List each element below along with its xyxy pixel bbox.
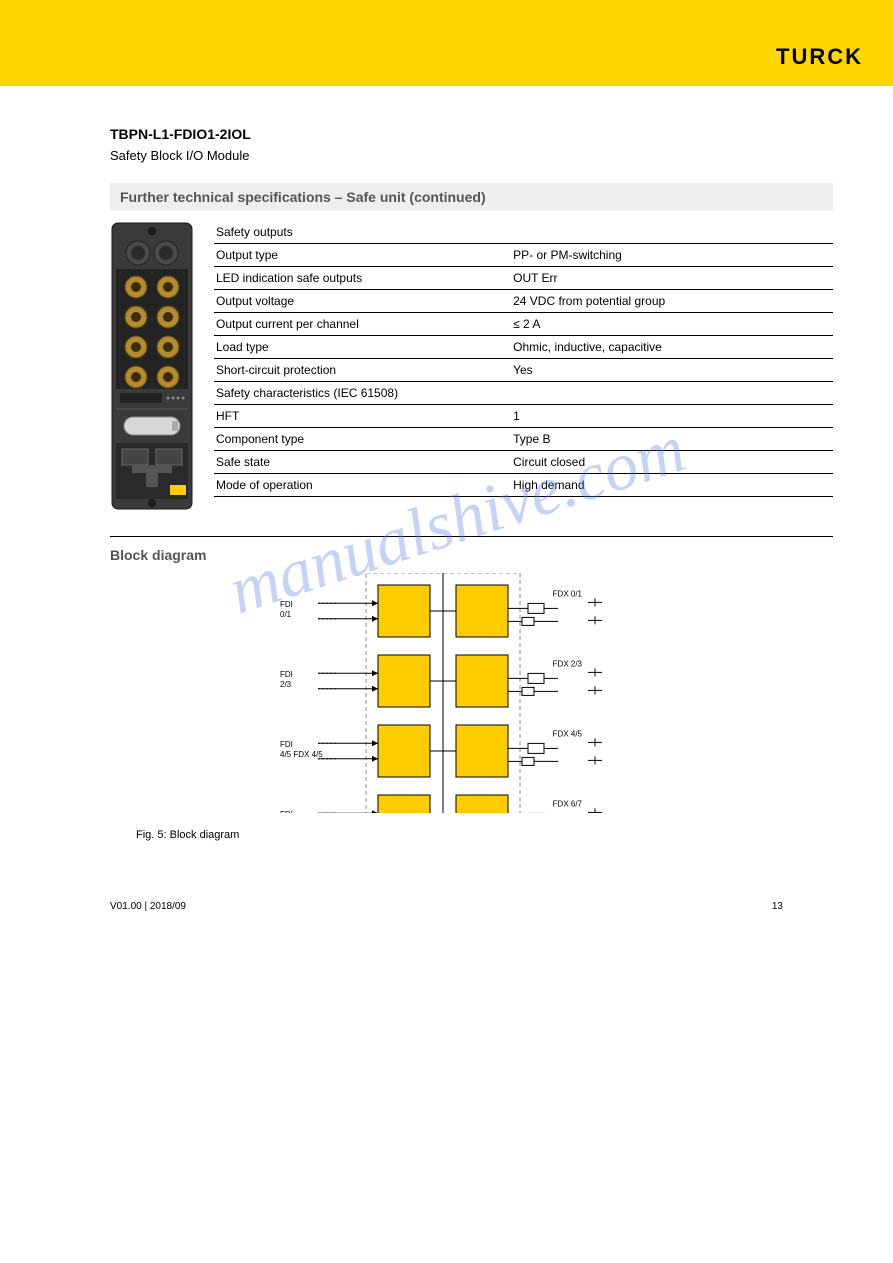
block-diagram-caption: Fig. 5: Block diagram bbox=[136, 829, 833, 841]
table-row: Output typePP- or PM-switching bbox=[214, 244, 833, 267]
product-subtitle: Safety Block I/O Module bbox=[110, 148, 833, 163]
table-row: Safety characteristics (IEC 61508) bbox=[214, 382, 833, 405]
svg-text:FDI: FDI bbox=[280, 810, 293, 813]
spec-label: Safety characteristics (IEC 61508) bbox=[214, 382, 511, 405]
table-row: Output voltage24 VDC from potential grou… bbox=[214, 290, 833, 313]
brand-logo: TURCK bbox=[776, 44, 863, 70]
spec-value: Ohmic, inductive, capacitive bbox=[511, 336, 833, 359]
svg-text:FDX 2/3: FDX 2/3 bbox=[552, 659, 582, 668]
spec-value: 24 VDC from potential group bbox=[511, 290, 833, 313]
table-row: Mode of operationHigh demand bbox=[214, 474, 833, 497]
svg-text:FDI: FDI bbox=[280, 740, 293, 749]
table-row: Safety outputs bbox=[214, 221, 833, 244]
svg-text:4/5 FDX 4/5: 4/5 FDX 4/5 bbox=[280, 750, 323, 759]
spec-value: High demand bbox=[511, 474, 833, 497]
spec-label: Component type bbox=[214, 428, 511, 451]
spec-value bbox=[511, 382, 833, 405]
footer-page-number: 13 bbox=[772, 901, 783, 912]
footer-left: V01.00 | 2018/09 bbox=[110, 901, 186, 912]
table-row: HFT1 bbox=[214, 405, 833, 428]
block-diagram-heading: Block diagram bbox=[110, 547, 833, 563]
svg-text:2/3: 2/3 bbox=[280, 680, 292, 689]
spec-label: Load type bbox=[214, 336, 511, 359]
product-title: TBPN-L1-FDIO1-2IOL bbox=[110, 126, 833, 142]
spec-label: Output current per channel bbox=[214, 313, 511, 336]
spec-value bbox=[511, 221, 833, 244]
table-row: Output current per channel≤ 2 A bbox=[214, 313, 833, 336]
svg-text:FDI: FDI bbox=[280, 670, 293, 679]
spec-value: Circuit closed bbox=[511, 451, 833, 474]
spec-label: Output voltage bbox=[214, 290, 511, 313]
block-diagram: FDI0/1FDX 0/1FDI2/3FDX 2/3FDI4/5 FDX 4/5… bbox=[110, 573, 833, 813]
table-row: LED indication safe outputsOUT Err bbox=[214, 267, 833, 290]
svg-text:0/1: 0/1 bbox=[280, 610, 292, 619]
section-heading: Further technical specifications – Safe … bbox=[110, 183, 833, 211]
spec-label: LED indication safe outputs bbox=[214, 267, 511, 290]
spec-table: Safety outputsOutput typePP- or PM-switc… bbox=[214, 221, 833, 497]
device-illustration bbox=[110, 221, 194, 516]
spec-value: PP- or PM-switching bbox=[511, 244, 833, 267]
svg-text:FDX 6/7: FDX 6/7 bbox=[552, 799, 582, 808]
svg-text:FDI: FDI bbox=[280, 600, 293, 609]
spec-label: HFT bbox=[214, 405, 511, 428]
table-row: Safe stateCircuit closed bbox=[214, 451, 833, 474]
spec-label: Safe state bbox=[214, 451, 511, 474]
table-row: Load typeOhmic, inductive, capacitive bbox=[214, 336, 833, 359]
spec-label: Short-circuit protection bbox=[214, 359, 511, 382]
table-row: Short-circuit protectionYes bbox=[214, 359, 833, 382]
svg-text:FDX 4/5: FDX 4/5 bbox=[552, 729, 582, 738]
spec-label: Output type bbox=[214, 244, 511, 267]
spec-value: Yes bbox=[511, 359, 833, 382]
spec-value: ≤ 2 A bbox=[511, 313, 833, 336]
svg-text:FDX 0/1: FDX 0/1 bbox=[552, 589, 582, 598]
spec-value: 1 bbox=[511, 405, 833, 428]
spec-label: Mode of operation bbox=[214, 474, 511, 497]
spec-value: OUT Err bbox=[511, 267, 833, 290]
table-row: Component typeType B bbox=[214, 428, 833, 451]
spec-label: Safety outputs bbox=[214, 221, 511, 244]
spec-value: Type B bbox=[511, 428, 833, 451]
